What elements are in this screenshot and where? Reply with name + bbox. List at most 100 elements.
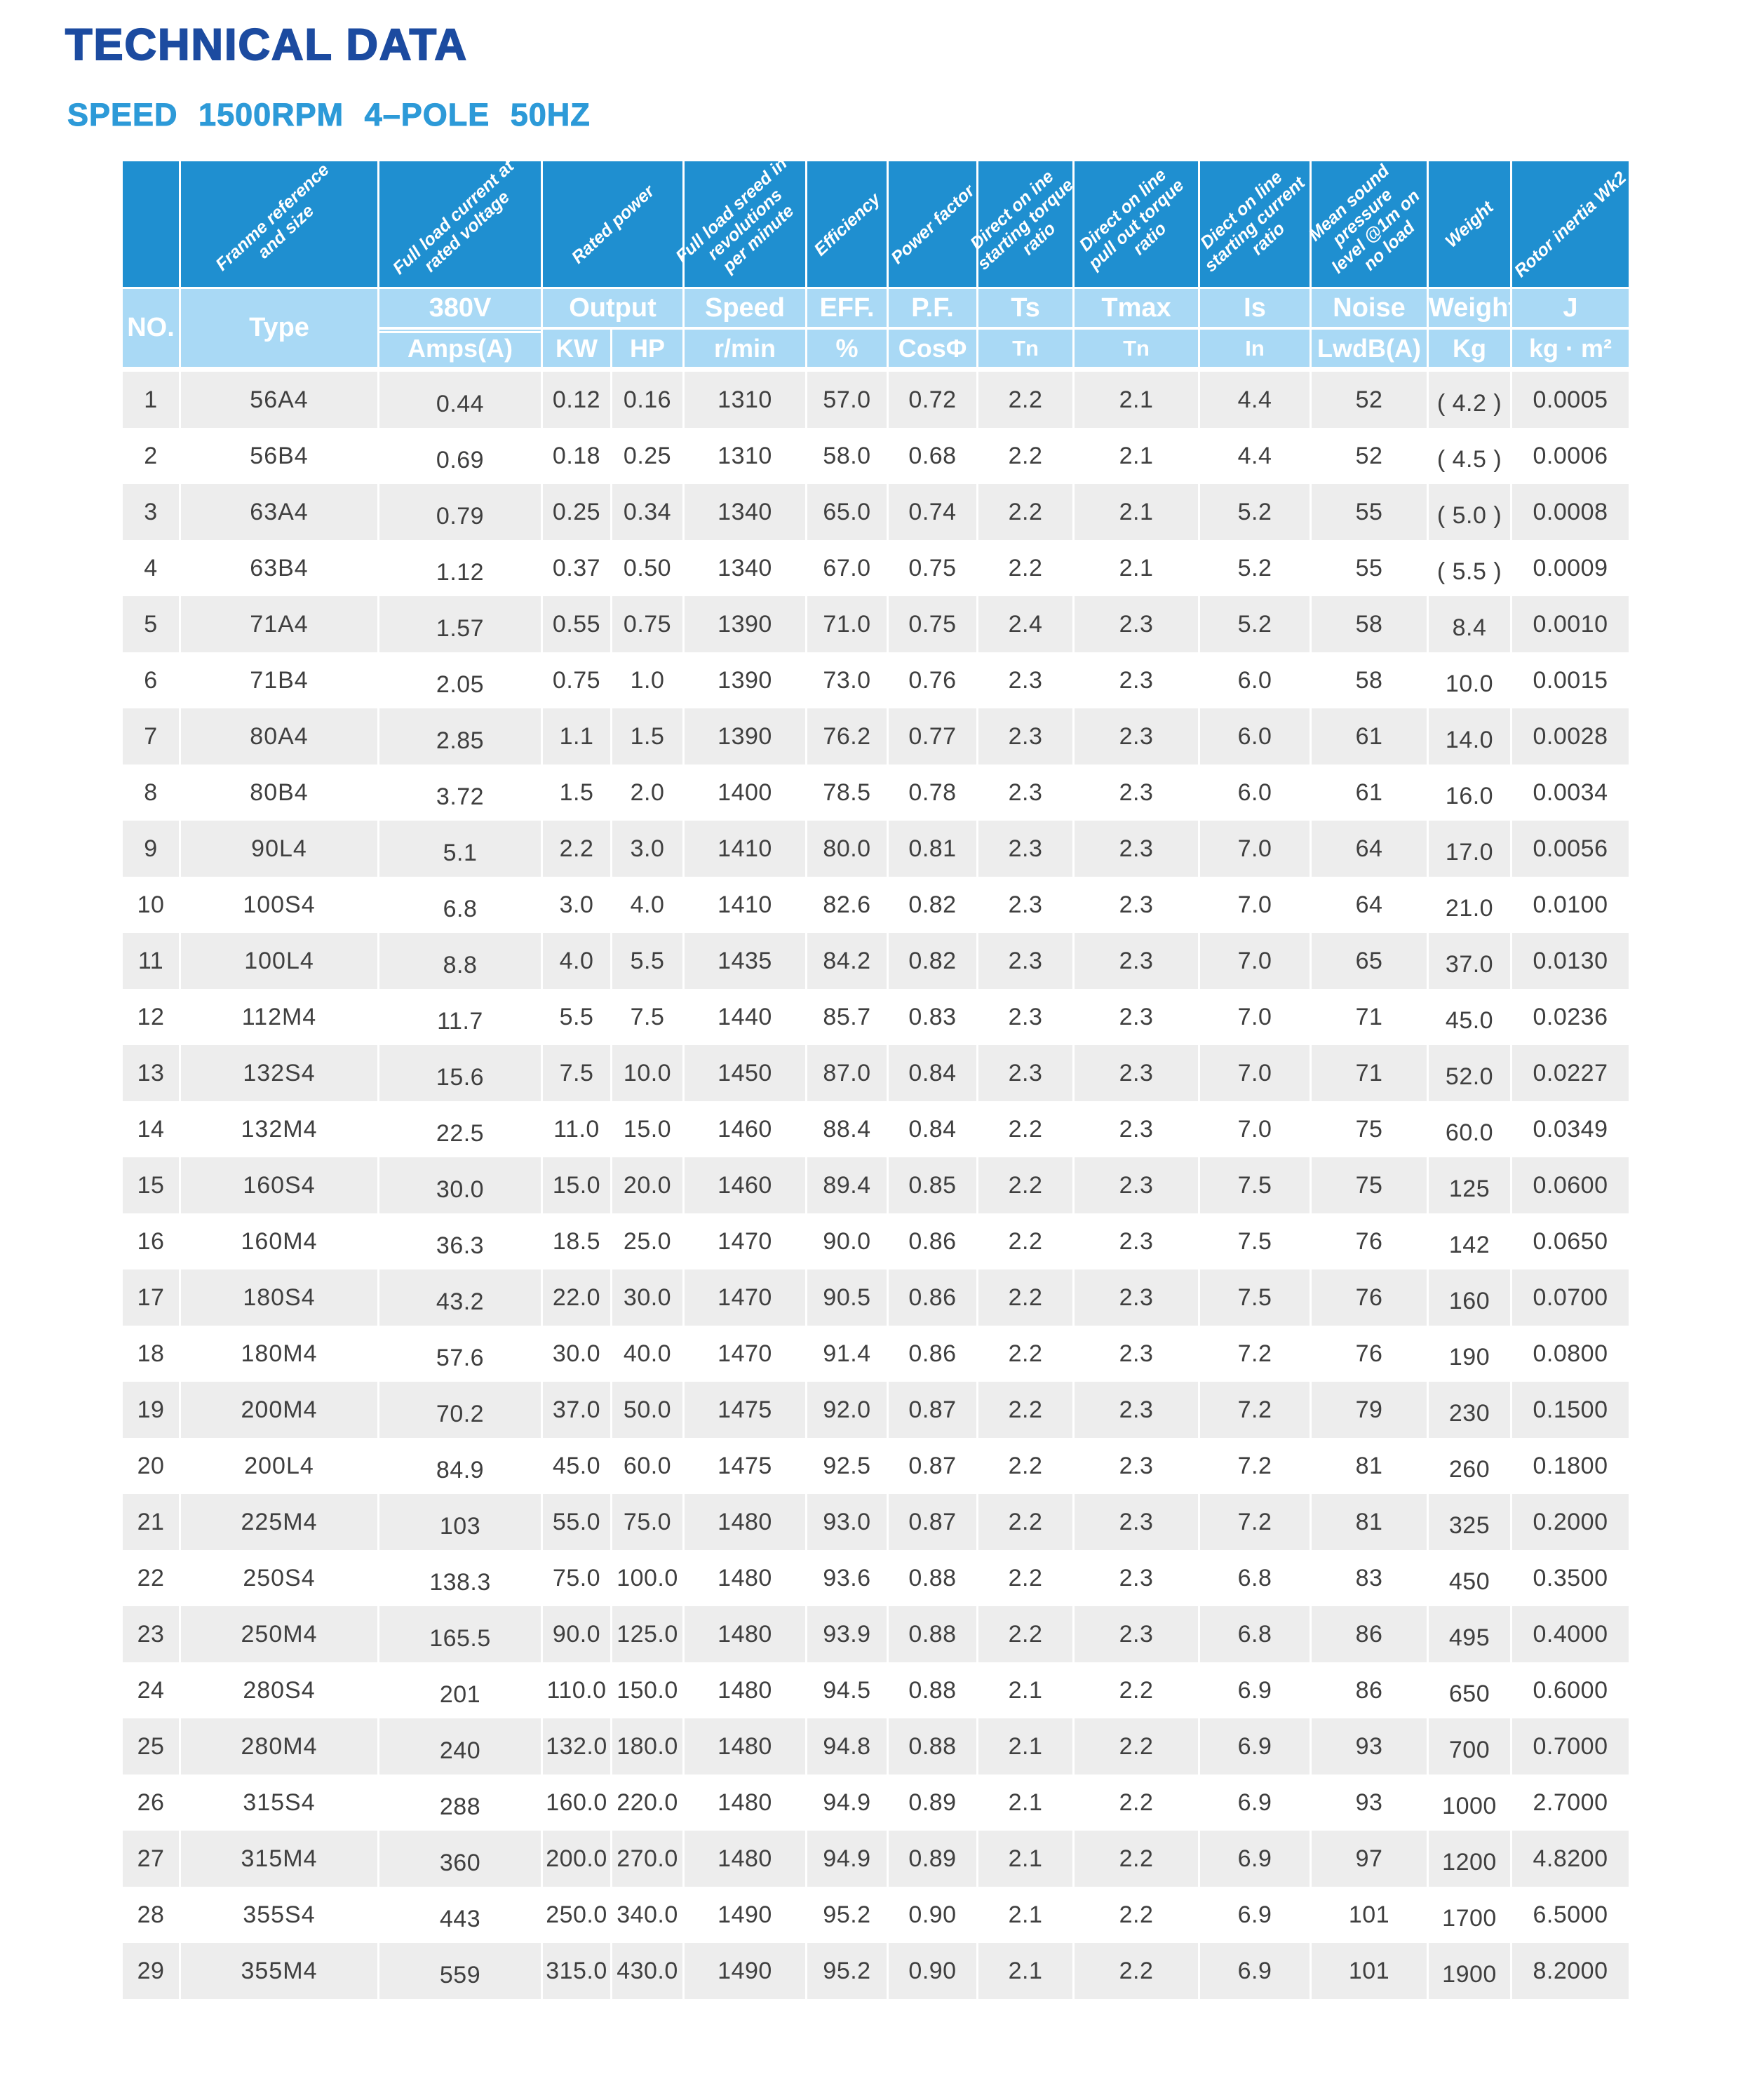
cell-amps: 30.0: [379, 1157, 543, 1213]
cell-no: 1: [123, 372, 181, 428]
cell-speed: 1480: [685, 1494, 807, 1550]
cell-amps: 1.12: [379, 540, 543, 596]
cell-amps: 360: [379, 1831, 543, 1887]
cell-j: 0.4000: [1512, 1606, 1629, 1662]
cell-no: 22: [123, 1550, 181, 1606]
diagonal-label: Diect on line starting current ratio: [1197, 167, 1309, 276]
cell-is: 7.0: [1200, 1101, 1312, 1157]
cell-tmax: 2.3: [1075, 1101, 1200, 1157]
table-row: 5 71A4 1.57 0.55 0.75 1390 71.0 0.75 2.4 2.3 5.2 58…: [123, 596, 1629, 652]
cell-is: 7.2: [1200, 1326, 1312, 1382]
cell-j: 6.5000: [1512, 1887, 1629, 1943]
cell-kw: 22.0: [543, 1270, 612, 1326]
cell-j: 0.3500: [1512, 1550, 1629, 1606]
cell-eff: 73.0: [807, 652, 889, 708]
cell-no: 9: [123, 821, 181, 877]
cell-kw: 45.0: [543, 1438, 612, 1494]
cell-amps: 559: [379, 1943, 543, 1999]
cell-hp: 3.0: [612, 821, 685, 877]
cell-is: 7.2: [1200, 1382, 1312, 1438]
cell-type: 71B4: [181, 652, 379, 708]
cell-weight: 260: [1429, 1438, 1512, 1494]
cell-noise: 52: [1312, 372, 1429, 428]
cell-pf: 0.82: [889, 933, 978, 989]
cell-eff: 87.0: [807, 1045, 889, 1101]
cell-j: 0.0100: [1512, 877, 1629, 933]
cell-kw: 250.0: [543, 1887, 612, 1943]
cell-weight: 17.0: [1429, 821, 1512, 877]
cell-hp: 1.0: [612, 652, 685, 708]
cell-noise: 79: [1312, 1382, 1429, 1438]
cell-hp: 7.5: [612, 989, 685, 1045]
cell-amps: 6.8: [379, 877, 543, 933]
diagonal-label: Mean sound pressure level @1m on no load: [1305, 160, 1424, 277]
cell-noise: 83: [1312, 1550, 1429, 1606]
cell-speed: 1480: [685, 1831, 807, 1887]
cell-weight: 125: [1429, 1157, 1512, 1213]
cell-no: 16: [123, 1213, 181, 1270]
cell-hp: 4.0: [612, 877, 685, 933]
cell-tmax: 2.2: [1075, 1662, 1200, 1718]
header-speed: Speed: [685, 289, 807, 330]
cell-no: 14: [123, 1101, 181, 1157]
cell-is: 7.2: [1200, 1438, 1312, 1494]
cell-ts: 2.3: [978, 765, 1075, 821]
cell-amps: 288: [379, 1775, 543, 1831]
cell-kw: 11.0: [543, 1101, 612, 1157]
cell-ts: 2.3: [978, 989, 1075, 1045]
cell-is: 7.5: [1200, 1157, 1312, 1213]
cell-no: 26: [123, 1775, 181, 1831]
cell-type: 315S4: [181, 1775, 379, 1831]
cell-hp: 125.0: [612, 1606, 685, 1662]
cell-kw: 3.0: [543, 877, 612, 933]
table-row: 10 100S4 6.8 3.0 4.0 1410 82.6 0.82 2.3 2.3 7.0 64 2…: [123, 877, 1629, 933]
cell-speed: 1390: [685, 652, 807, 708]
cell-j: 8.2000: [1512, 1943, 1629, 1999]
diagonal-label: Power factor: [887, 180, 978, 268]
cell-j: 0.0006: [1512, 428, 1629, 484]
cell-kw: 0.37: [543, 540, 612, 596]
cell-weight: 1000: [1429, 1775, 1512, 1831]
diagonal-label: Full load current at rated voltage: [389, 156, 518, 278]
cell-is: 7.0: [1200, 989, 1312, 1045]
cell-pf: 0.81: [889, 821, 978, 877]
cell-amps: 8.8: [379, 933, 543, 989]
cell-is: 6.9: [1200, 1831, 1312, 1887]
cell-eff: 92.5: [807, 1438, 889, 1494]
cell-noise: 86: [1312, 1606, 1429, 1662]
cell-kw: 132.0: [543, 1718, 612, 1775]
diagonal-header-rated-power: Rated power: [543, 161, 685, 289]
cell-j: 0.0130: [1512, 933, 1629, 989]
diagonal-header-weight: Weight: [1429, 161, 1512, 289]
cell-ts: 2.1: [978, 1887, 1075, 1943]
cell-eff: 91.4: [807, 1326, 889, 1382]
cell-amps: 103: [379, 1494, 543, 1550]
header-row-units: Amps(A) KW HP r/min % CosΦ Tn Tn In LwdB…: [123, 330, 1629, 372]
cell-ts: 2.1: [978, 1943, 1075, 1999]
table-row: 20 200L4 84.9 45.0 60.0 1475 92.5 0.87 2.2 2.3 7.2…: [123, 1438, 1629, 1494]
cell-speed: 1410: [685, 821, 807, 877]
cell-hp: 270.0: [612, 1831, 685, 1887]
table-row: 6 71B4 2.05 0.75 1.0 1390 73.0 0.76 2.3 2.3 6.0 58 1…: [123, 652, 1629, 708]
cell-amps: 1.57: [379, 596, 543, 652]
cell-weight: 1200: [1429, 1831, 1512, 1887]
cell-no: 23: [123, 1606, 181, 1662]
cell-weight: ( 4.2 ): [1429, 372, 1512, 428]
cell-type: 112M4: [181, 989, 379, 1045]
cell-ts: 2.1: [978, 1831, 1075, 1887]
cell-amps: 0.44: [379, 372, 543, 428]
cell-eff: 57.0: [807, 372, 889, 428]
cell-tmax: 2.1: [1075, 372, 1200, 428]
cell-tmax: 2.2: [1075, 1718, 1200, 1775]
cell-tmax: 2.3: [1075, 821, 1200, 877]
header-j: J: [1512, 289, 1629, 330]
cell-ts: 2.2: [978, 1326, 1075, 1382]
cell-is: 6.0: [1200, 708, 1312, 765]
cell-is: 6.9: [1200, 1943, 1312, 1999]
cell-noise: 81: [1312, 1438, 1429, 1494]
cell-type: 250S4: [181, 1550, 379, 1606]
cell-no: 5: [123, 596, 181, 652]
table-row: 28 355S4 443 250.0 340.0 1490 95.2 0.90 2.1 2.2 6.…: [123, 1887, 1629, 1943]
cell-pf: 0.86: [889, 1270, 978, 1326]
cell-j: 0.0034: [1512, 765, 1629, 821]
